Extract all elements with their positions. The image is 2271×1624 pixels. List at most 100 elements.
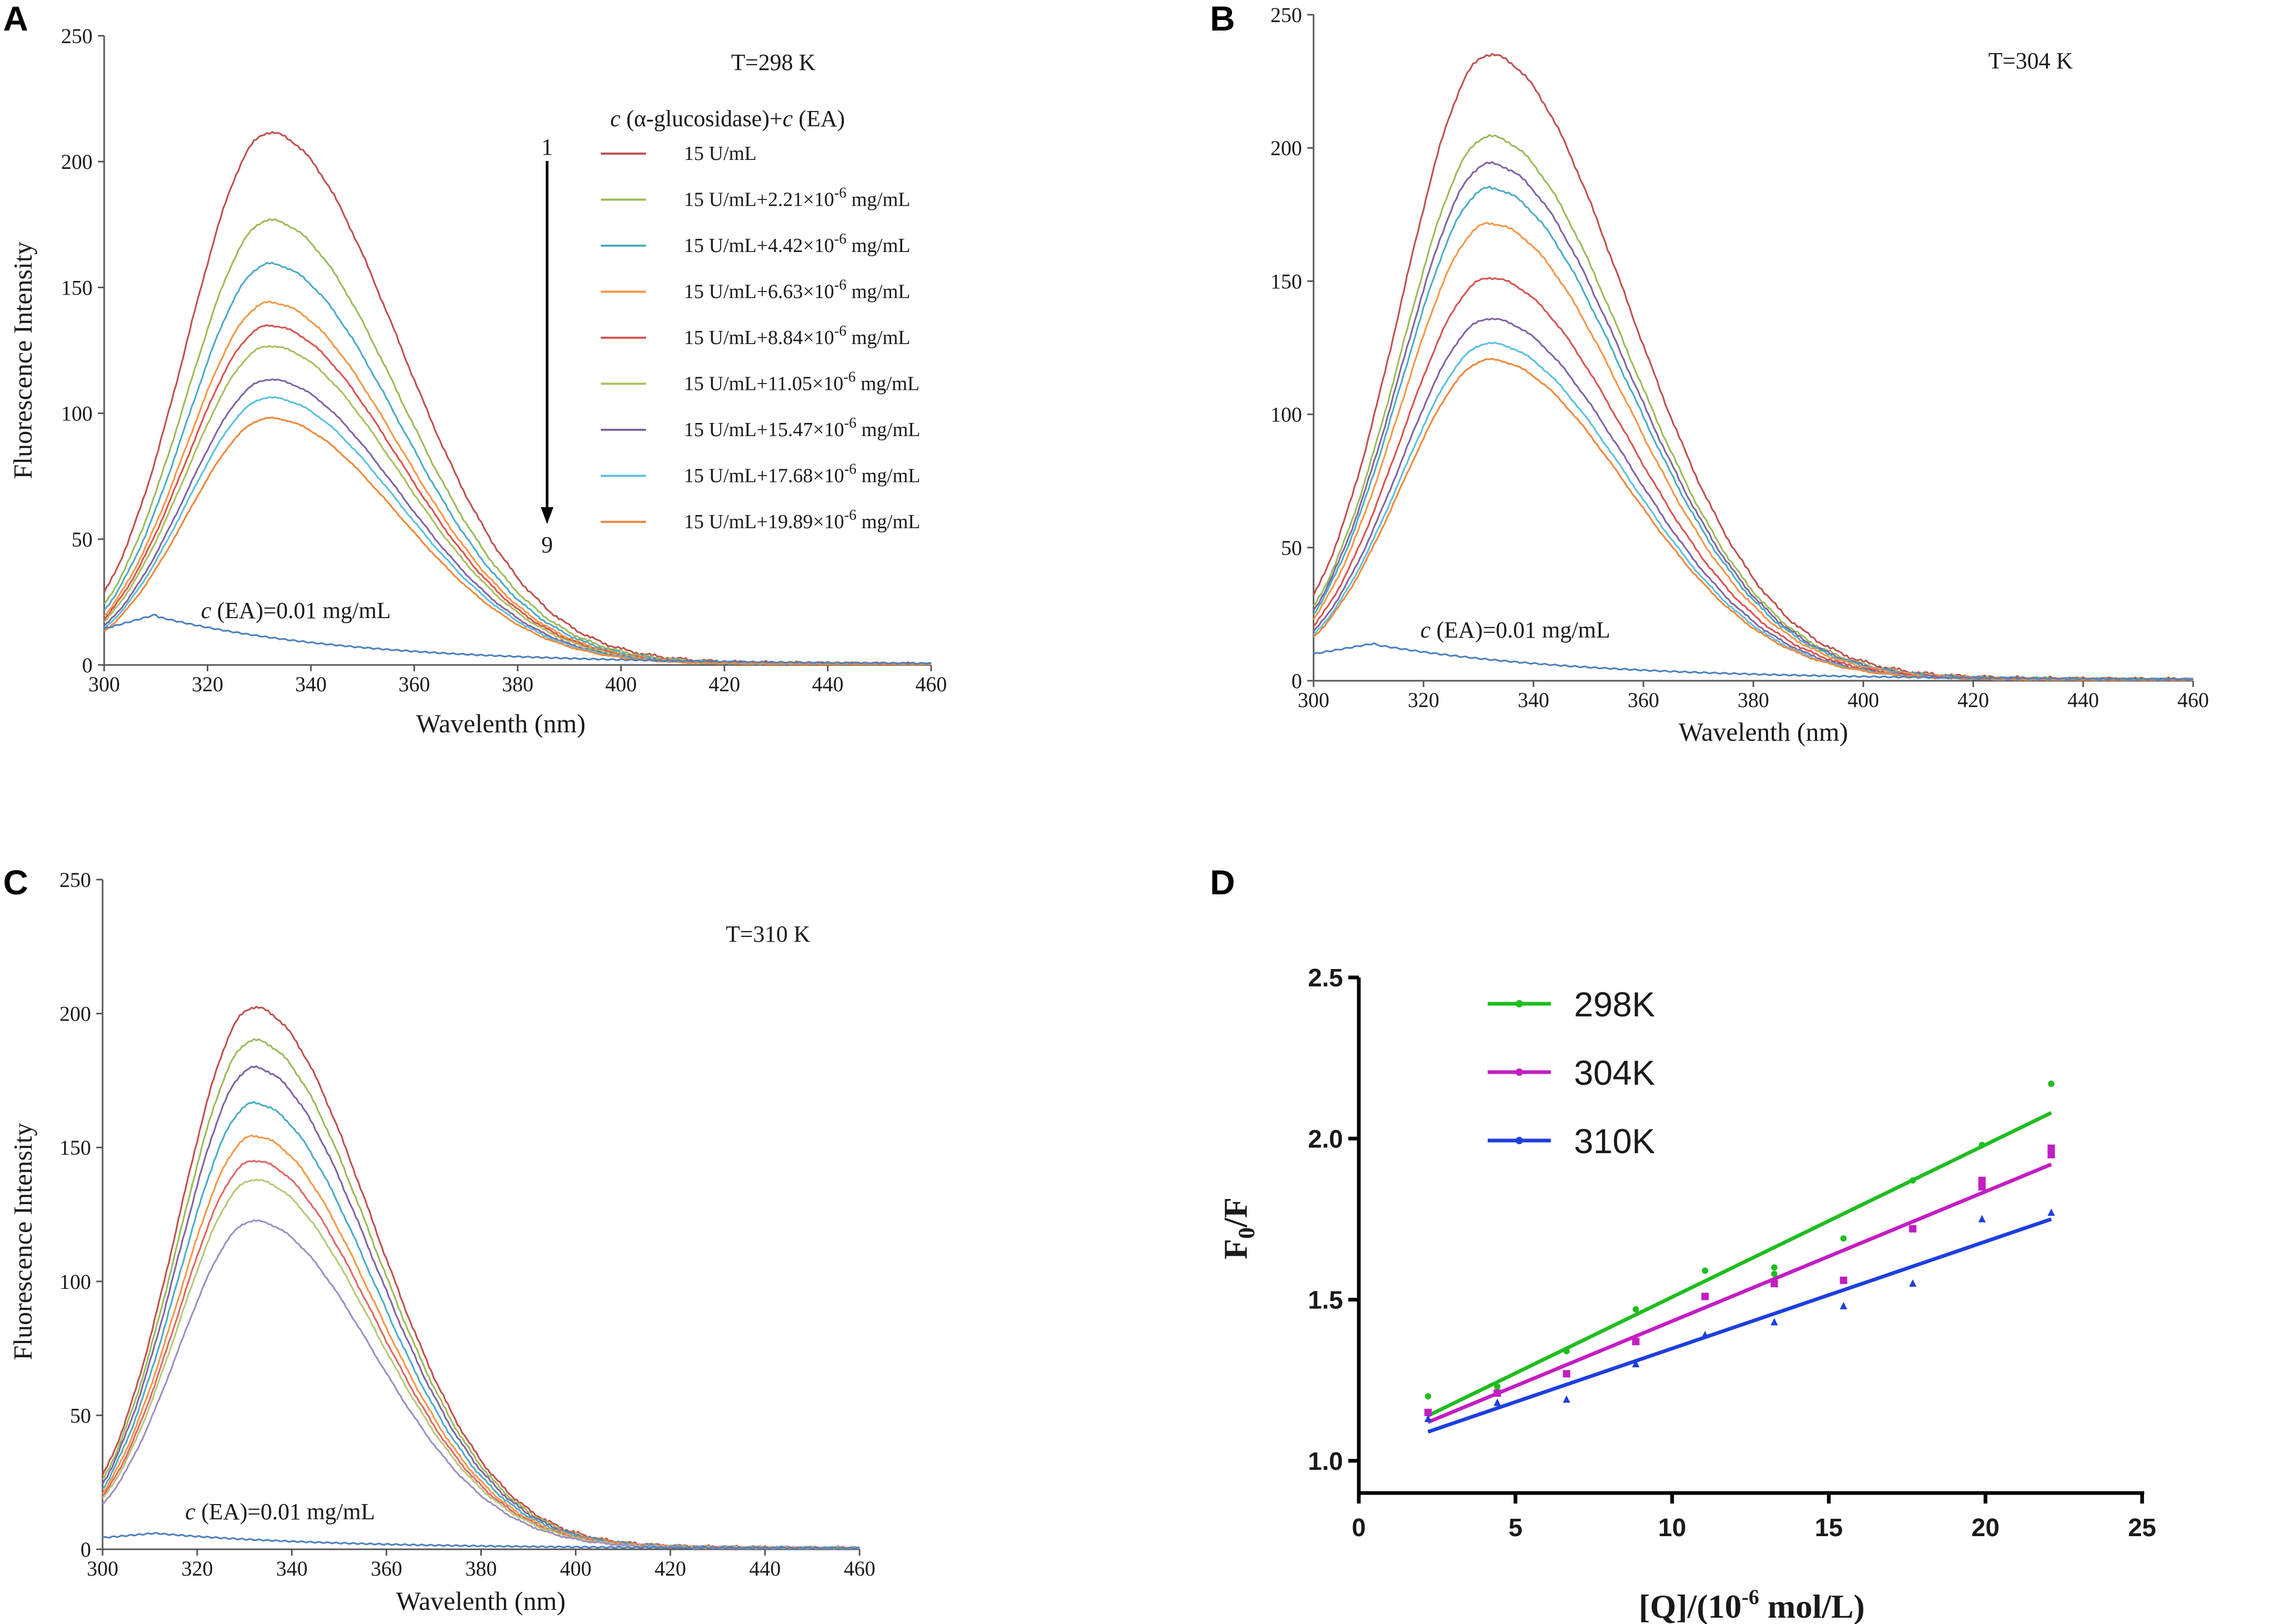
x-tick-label: 460: [915, 672, 947, 696]
x-tick-label: 380: [466, 1557, 497, 1580]
x-tick-label: 20: [1972, 1514, 2000, 1542]
legend-label: 15 U/mL+11.05×10-6 mg/mL: [684, 369, 920, 395]
panel-a-legend: 15 U/mL 15 U/mL+2.21×10-6 mg/mL 15 U/mL+4.…: [601, 143, 920, 533]
data-point: [1840, 1235, 1847, 1242]
x-tick-label: 300: [1298, 688, 1329, 712]
data-point: [1632, 1306, 1639, 1313]
y-tick-label: 100: [59, 1270, 91, 1294]
panel-b-title: T=304 K: [1989, 48, 2073, 74]
x-tick-label: 340: [295, 672, 327, 696]
panel-a-curves: [103, 131, 932, 665]
y-tick-label: 150: [59, 1136, 91, 1159]
legend-label: 298K: [1574, 985, 1655, 1024]
y-tick-label: 200: [1270, 136, 1302, 160]
y-tick-label: 0: [1291, 669, 1302, 693]
x-tick-label: 340: [276, 1557, 308, 1580]
x-tick-label: 320: [181, 1557, 213, 1580]
data-point: [1909, 1225, 1917, 1233]
spectrum-line: [1313, 221, 2193, 681]
panel-a-title: T=298 K: [731, 49, 816, 75]
y-tick-label: 100: [61, 402, 93, 426]
y-tick-label: 0: [82, 653, 93, 677]
spectrum-line: [102, 1178, 860, 1550]
panel-a-xlabel: Wavelenth (nm): [416, 709, 586, 738]
data-point: [1424, 1408, 1432, 1416]
panel-a-arrow-end: 9: [541, 532, 553, 558]
y-tick-label: 250: [61, 24, 93, 48]
x-tick-label: 400: [1848, 688, 1879, 712]
legend-marker-icon: [1516, 1000, 1523, 1007]
legend-label: 15 U/mL+15.47×10-6 mg/mL: [684, 415, 920, 441]
y-tick-label: 1.5: [1308, 1287, 1343, 1315]
x-tick-label: 320: [1408, 688, 1439, 712]
y-tick-label: 150: [61, 276, 93, 299]
y-tick-label: 50: [72, 528, 93, 551]
y-tick-label: 1.0: [1308, 1448, 1343, 1476]
x-tick-label: 340: [1518, 688, 1549, 712]
y-tick-label: 50: [1281, 536, 1302, 560]
panel-d-fit-lines: [1427, 1111, 2052, 1434]
y-tick-label: 150: [1270, 269, 1302, 293]
data-point: [1425, 1393, 1431, 1400]
legend-label: 15 U/mL+6.63×10-6 mg/mL: [684, 277, 910, 303]
panel-d-stern-volmer: 0 5 10 15 20 25 1.0 1.5 2.0 2.5 298K 304K 310K [Q]/…: [1217, 964, 2156, 1624]
data-point: [1562, 1370, 1570, 1378]
x-tick-label: 420: [654, 1557, 686, 1580]
panel-a-arrow: 1 9: [541, 134, 553, 558]
panel-a-legend-title: c (α-glucosidase)+c (EA): [610, 106, 845, 132]
x-tick-label: 300: [87, 1557, 118, 1580]
panel-b-xlabel: Wavelenth (nm): [1679, 717, 1848, 747]
x-tick-label: 420: [1957, 688, 1989, 712]
data-point: [1424, 1415, 1432, 1423]
data-point: [2047, 1144, 2055, 1152]
y-tick-label: 2.5: [1308, 964, 1343, 992]
data-point: [1979, 1142, 1985, 1148]
y-tick-label: 100: [1270, 403, 1302, 427]
x-tick-label: 460: [844, 1557, 875, 1580]
panel-letter-c: C: [3, 863, 28, 902]
panel-letter-b: B: [1210, 0, 1235, 38]
data-point: [1701, 1330, 1709, 1338]
data-point: [1771, 1270, 1778, 1277]
x-tick-label: 440: [812, 672, 844, 696]
spectrum-line: [1313, 161, 2194, 681]
arrow-head-icon: [541, 507, 553, 524]
data-point: [1978, 1215, 1986, 1223]
y-tick-label: 250: [59, 868, 91, 892]
panel-a-arrow-start: 1: [541, 134, 553, 160]
x-tick-label: 15: [1815, 1514, 1843, 1542]
panel-a-ylabel: Fluorescence Intensity: [8, 241, 37, 479]
spectrum-line: [102, 1159, 860, 1550]
legend-label: 15 U/mL+19.89×10-6 mg/mL: [684, 507, 920, 533]
x-tick-label: 400: [560, 1557, 591, 1580]
data-point: [1563, 1348, 1570, 1355]
y-tick-label: 250: [1270, 3, 1302, 27]
x-tick-label: 25: [2128, 1514, 2156, 1542]
data-point: [1770, 1318, 1778, 1326]
panel-d-xlabel: [Q]/(10-6 mol/L): [1639, 1585, 1865, 1624]
data-point: [1909, 1279, 1917, 1287]
spectrum-line: [103, 131, 932, 665]
panel-b-curves: [1313, 53, 2194, 681]
x-tick-label: 380: [502, 672, 533, 696]
legend-label: 310K: [1574, 1122, 1655, 1161]
panel-a-ea-label: c (EA)=0.01 mg/mL: [201, 598, 391, 623]
panel-b-axes: 300 320 340 360 380 400 420 440 460 0 50 100 150 200 2…: [1270, 3, 2209, 712]
x-tick-label: 360: [399, 672, 430, 696]
fit-line: [1427, 1111, 2052, 1418]
legend-label: 15 U/mL+2.21×10-6 mg/mL: [684, 185, 910, 211]
data-point: [1632, 1338, 1640, 1346]
data-point: [1494, 1383, 1501, 1390]
legend-label: 15 U/mL+8.84×10-6 mg/mL: [684, 323, 910, 349]
panel-c-ea-label: c (EA)=0.01 mg/mL: [185, 1499, 375, 1525]
panel-a-axes: 300 320 340 360 380 400 420 440 460 0 50 100 150 200 2…: [61, 24, 947, 696]
y-tick-label: 0: [80, 1538, 91, 1561]
spectrum-line: [103, 416, 932, 665]
data-point: [1702, 1267, 1709, 1274]
ea-spectrum-line: [102, 1532, 860, 1550]
spectrum-line: [1313, 134, 2194, 681]
legend-marker-icon: [1516, 1137, 1523, 1144]
x-tick-label: 360: [1628, 688, 1659, 712]
data-point: [1562, 1395, 1570, 1403]
